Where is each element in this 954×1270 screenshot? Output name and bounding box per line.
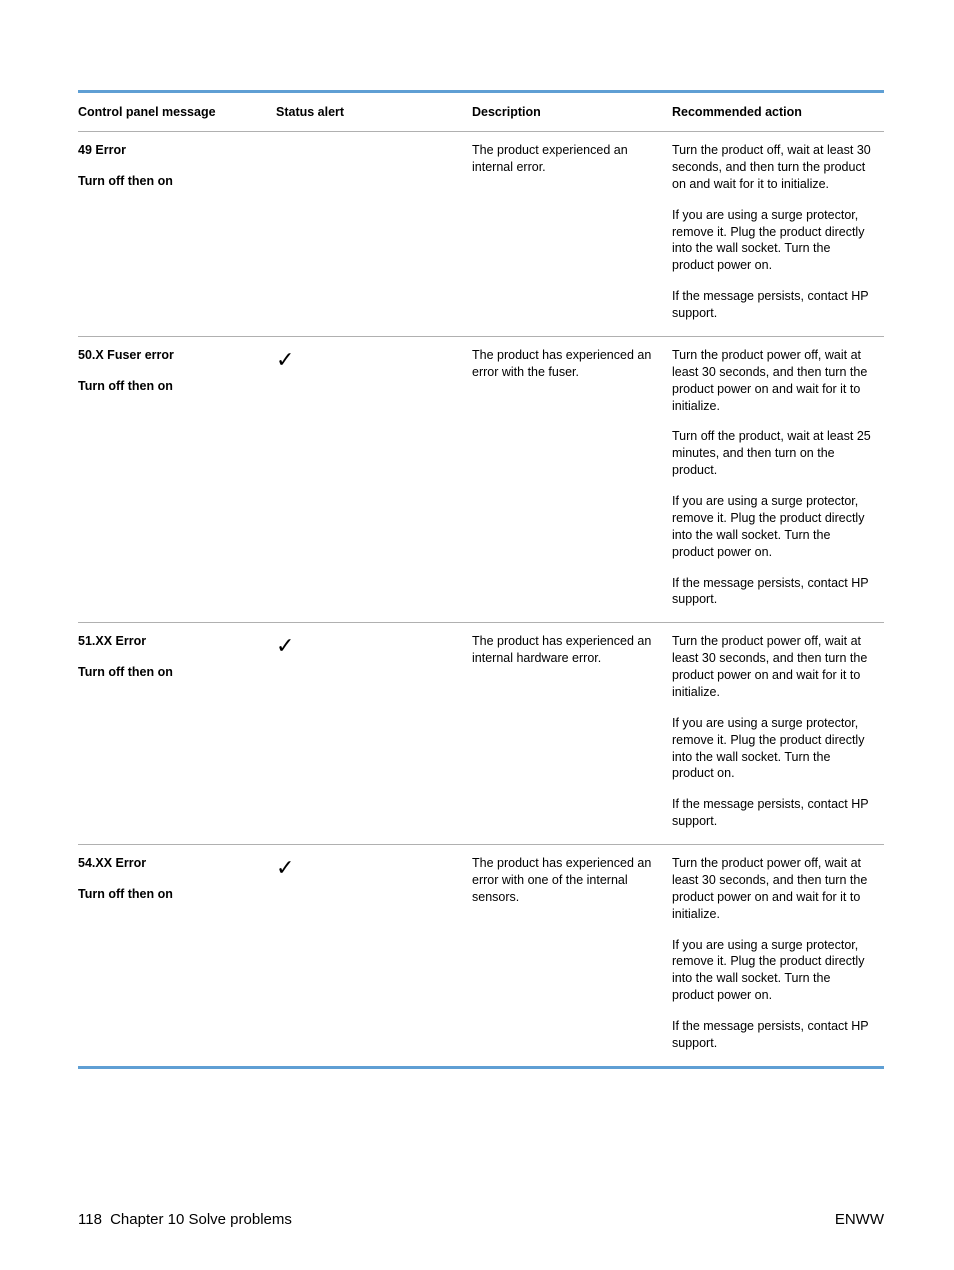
action-list: Turn the product power off, wait at leas… bbox=[672, 633, 872, 830]
cell-description: The product has experienced an error wit… bbox=[472, 845, 672, 1068]
cell-status-alert: ✓ bbox=[276, 336, 472, 622]
cell-description: The product experienced an internal erro… bbox=[472, 132, 672, 337]
footer-left: 118 Chapter 10 Solve problems bbox=[78, 1211, 292, 1228]
cell-recommended-action: Turn the product power off, wait at leas… bbox=[672, 336, 884, 622]
action-paragraph: Turn the product power off, wait at leas… bbox=[672, 347, 872, 415]
message-main: 51.XX Error bbox=[78, 633, 264, 650]
message-main: 54.XX Error bbox=[78, 855, 264, 872]
cell-message: 54.XX Error Turn off then on bbox=[78, 845, 276, 1068]
action-paragraph: If you are using a surge protector, remo… bbox=[672, 493, 872, 561]
check-icon: ✓ bbox=[276, 633, 294, 657]
cell-status-alert bbox=[276, 132, 472, 337]
action-paragraph: If you are using a surge protector, remo… bbox=[672, 207, 872, 275]
action-paragraph: If the message persists, contact HP supp… bbox=[672, 288, 872, 322]
table-body: 49 Error Turn off then on The product expe… bbox=[78, 132, 884, 1068]
footer-right: ENWW bbox=[835, 1211, 884, 1228]
action-paragraph: Turn the product power off, wait at leas… bbox=[672, 633, 872, 701]
cell-description: The product has experienced an error wit… bbox=[472, 336, 672, 622]
message-main: 50.X Fuser error bbox=[78, 347, 264, 364]
page-number: 118 bbox=[78, 1211, 102, 1228]
cell-message: 50.X Fuser error Turn off then on bbox=[78, 336, 276, 622]
error-table: Control panel message Status alert Descr… bbox=[78, 90, 884, 1069]
table-header-row: Control panel message Status alert Descr… bbox=[78, 92, 884, 132]
message-sub: Turn off then on bbox=[78, 886, 264, 903]
cell-status-alert: ✓ bbox=[276, 623, 472, 845]
table-row: 50.X Fuser error Turn off then on ✓ The pro… bbox=[78, 336, 884, 622]
col-header-message: Control panel message bbox=[78, 92, 276, 132]
action-list: Turn the product off, wait at least 30 s… bbox=[672, 142, 872, 322]
action-list: Turn the product power off, wait at leas… bbox=[672, 855, 872, 1052]
page-footer: 118 Chapter 10 Solve problems ENWW bbox=[78, 1211, 884, 1228]
action-paragraph: If the message persists, contact HP supp… bbox=[672, 1018, 872, 1052]
col-header-desc: Description bbox=[472, 92, 672, 132]
action-paragraph: Turn the product power off, wait at leas… bbox=[672, 855, 872, 923]
table-row: 54.XX Error Turn off then on ✓ The product … bbox=[78, 845, 884, 1068]
cell-recommended-action: Turn the product power off, wait at leas… bbox=[672, 623, 884, 845]
action-paragraph: If you are using a surge protector, remo… bbox=[672, 715, 872, 783]
col-header-status: Status alert bbox=[276, 92, 472, 132]
message-sub: Turn off then on bbox=[78, 173, 264, 190]
action-paragraph: Turn the product off, wait at least 30 s… bbox=[672, 142, 872, 193]
table-row: 51.XX Error Turn off then on ✓ The product … bbox=[78, 623, 884, 845]
cell-message: 49 Error Turn off then on bbox=[78, 132, 276, 337]
page: Control panel message Status alert Descr… bbox=[0, 0, 954, 1270]
action-paragraph: If you are using a surge protector, remo… bbox=[672, 937, 872, 1005]
action-list: Turn the product power off, wait at leas… bbox=[672, 347, 872, 608]
check-icon: ✓ bbox=[276, 347, 294, 371]
cell-recommended-action: Turn the product off, wait at least 30 s… bbox=[672, 132, 884, 337]
cell-recommended-action: Turn the product power off, wait at leas… bbox=[672, 845, 884, 1068]
message-main: 49 Error bbox=[78, 142, 264, 159]
col-header-action: Recommended action bbox=[672, 92, 884, 132]
cell-status-alert: ✓ bbox=[276, 845, 472, 1068]
cell-message: 51.XX Error Turn off then on bbox=[78, 623, 276, 845]
table-row: 49 Error Turn off then on The product expe… bbox=[78, 132, 884, 337]
action-paragraph: If the message persists, contact HP supp… bbox=[672, 796, 872, 830]
action-paragraph: Turn off the product, wait at least 25 m… bbox=[672, 428, 872, 479]
action-paragraph: If the message persists, contact HP supp… bbox=[672, 575, 872, 609]
cell-description: The product has experienced an internal … bbox=[472, 623, 672, 845]
chapter-title: Chapter 10 Solve problems bbox=[110, 1211, 292, 1228]
message-sub: Turn off then on bbox=[78, 664, 264, 681]
message-sub: Turn off then on bbox=[78, 378, 264, 395]
check-icon: ✓ bbox=[276, 855, 294, 879]
